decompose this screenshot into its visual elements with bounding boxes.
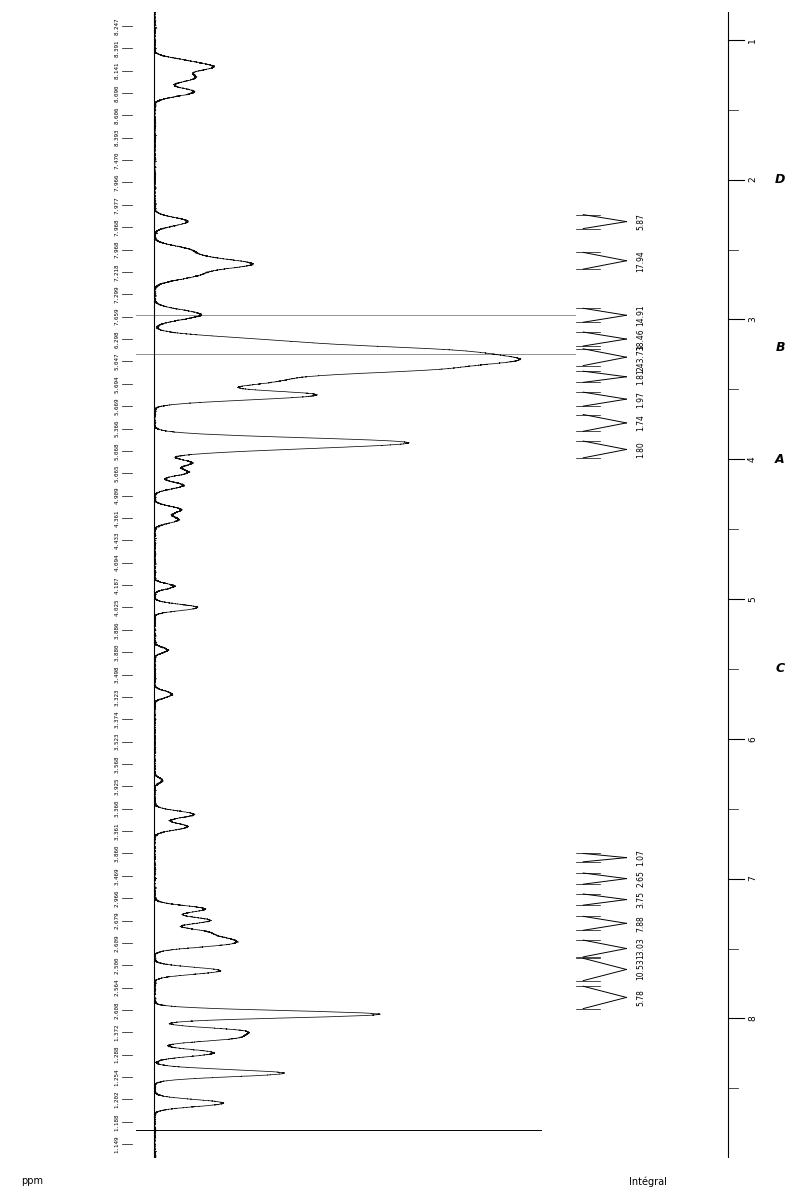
Text: 243.73: 243.73 (637, 344, 646, 370)
Text: 1.74: 1.74 (637, 414, 646, 431)
Text: 2.609: 2.609 (114, 934, 120, 952)
Text: 1.81: 1.81 (637, 369, 646, 386)
Text: 2.679: 2.679 (114, 912, 120, 929)
Text: 5.694: 5.694 (114, 375, 120, 393)
Text: 2.966: 2.966 (114, 890, 120, 907)
Text: 3.880: 3.880 (114, 644, 120, 661)
Text: 7.218: 7.218 (114, 263, 120, 281)
Text: 13.03: 13.03 (637, 937, 646, 959)
Text: 18.46: 18.46 (637, 328, 646, 350)
Text: 5.065: 5.065 (114, 464, 120, 482)
Text: 7.968: 7.968 (114, 241, 120, 258)
Text: 2.608: 2.608 (114, 1002, 120, 1018)
Text: 2.65: 2.65 (637, 870, 646, 887)
Text: 5.87: 5.87 (637, 214, 646, 230)
Text: 10.53: 10.53 (637, 959, 646, 980)
Text: 1.202: 1.202 (114, 1091, 120, 1108)
Text: 2.500: 2.500 (114, 956, 120, 974)
Text: 5: 5 (748, 596, 757, 602)
Text: B: B (775, 341, 785, 353)
Text: 5.366: 5.366 (114, 420, 120, 437)
Text: 8.606: 8.606 (114, 106, 120, 124)
Text: 7: 7 (748, 875, 757, 881)
Text: 3.360: 3.360 (114, 800, 120, 818)
Text: 2: 2 (748, 177, 757, 183)
Text: 4.909: 4.909 (114, 487, 120, 504)
Text: 4.361: 4.361 (114, 509, 120, 527)
Text: 3.523: 3.523 (114, 733, 120, 750)
Text: 3.925: 3.925 (114, 777, 120, 795)
Text: 7.470: 7.470 (114, 152, 120, 168)
Text: 6.298: 6.298 (114, 331, 120, 347)
Text: 5.669: 5.669 (114, 398, 120, 414)
Text: 1.188: 1.188 (114, 1113, 120, 1131)
Text: ppm: ppm (21, 1176, 43, 1186)
Text: 7.966: 7.966 (114, 174, 120, 191)
Text: 1.288: 1.288 (114, 1046, 120, 1064)
Text: 2.564: 2.564 (114, 979, 120, 996)
Text: Intégral: Intégral (629, 1176, 667, 1187)
Text: 1: 1 (748, 37, 757, 43)
Text: 3.469: 3.469 (114, 867, 120, 885)
Text: 8.247: 8.247 (114, 17, 120, 35)
Text: 3.361: 3.361 (114, 823, 120, 839)
Text: 7.977: 7.977 (114, 196, 120, 214)
Text: 6: 6 (748, 736, 757, 741)
Text: 8.141: 8.141 (114, 62, 120, 79)
Text: 1.372: 1.372 (114, 1023, 120, 1041)
Text: C: C (775, 663, 785, 676)
Text: 3.323: 3.323 (114, 688, 120, 706)
Text: 3.860: 3.860 (114, 844, 120, 862)
Text: 7.299: 7.299 (114, 285, 120, 303)
Text: 8.391: 8.391 (114, 39, 120, 57)
Text: 5.78: 5.78 (637, 989, 646, 1005)
Text: 5.047: 5.047 (114, 352, 120, 370)
Text: 7.659: 7.659 (114, 308, 120, 326)
Text: 3.498: 3.498 (114, 666, 120, 683)
Text: 1.254: 1.254 (114, 1069, 120, 1085)
Text: 5.068: 5.068 (114, 442, 120, 460)
Text: 4: 4 (748, 456, 757, 462)
Text: 4.433: 4.433 (114, 531, 120, 549)
Text: 8: 8 (748, 1016, 757, 1021)
Text: 3.886: 3.886 (114, 621, 120, 639)
Text: 1.149: 1.149 (114, 1135, 120, 1153)
Text: 7.88: 7.88 (637, 915, 646, 931)
Text: 1.07: 1.07 (637, 849, 646, 866)
Text: D: D (775, 173, 785, 186)
Text: 4.025: 4.025 (114, 598, 120, 616)
Text: 1.97: 1.97 (637, 390, 646, 407)
Text: 14.91: 14.91 (637, 304, 646, 326)
Text: 4.094: 4.094 (114, 554, 120, 572)
Text: 7.968: 7.968 (114, 219, 120, 236)
Text: 1.80: 1.80 (637, 441, 646, 457)
Text: 8.393: 8.393 (114, 129, 120, 147)
Text: 3: 3 (748, 316, 757, 322)
Text: 8.090: 8.090 (114, 85, 120, 101)
Text: 3.568: 3.568 (114, 756, 120, 773)
Text: A: A (775, 453, 785, 466)
Text: 17.94: 17.94 (637, 250, 646, 271)
Text: 3.75: 3.75 (637, 891, 646, 909)
Text: 3.374: 3.374 (114, 710, 120, 728)
Text: 4.187: 4.187 (114, 577, 120, 593)
